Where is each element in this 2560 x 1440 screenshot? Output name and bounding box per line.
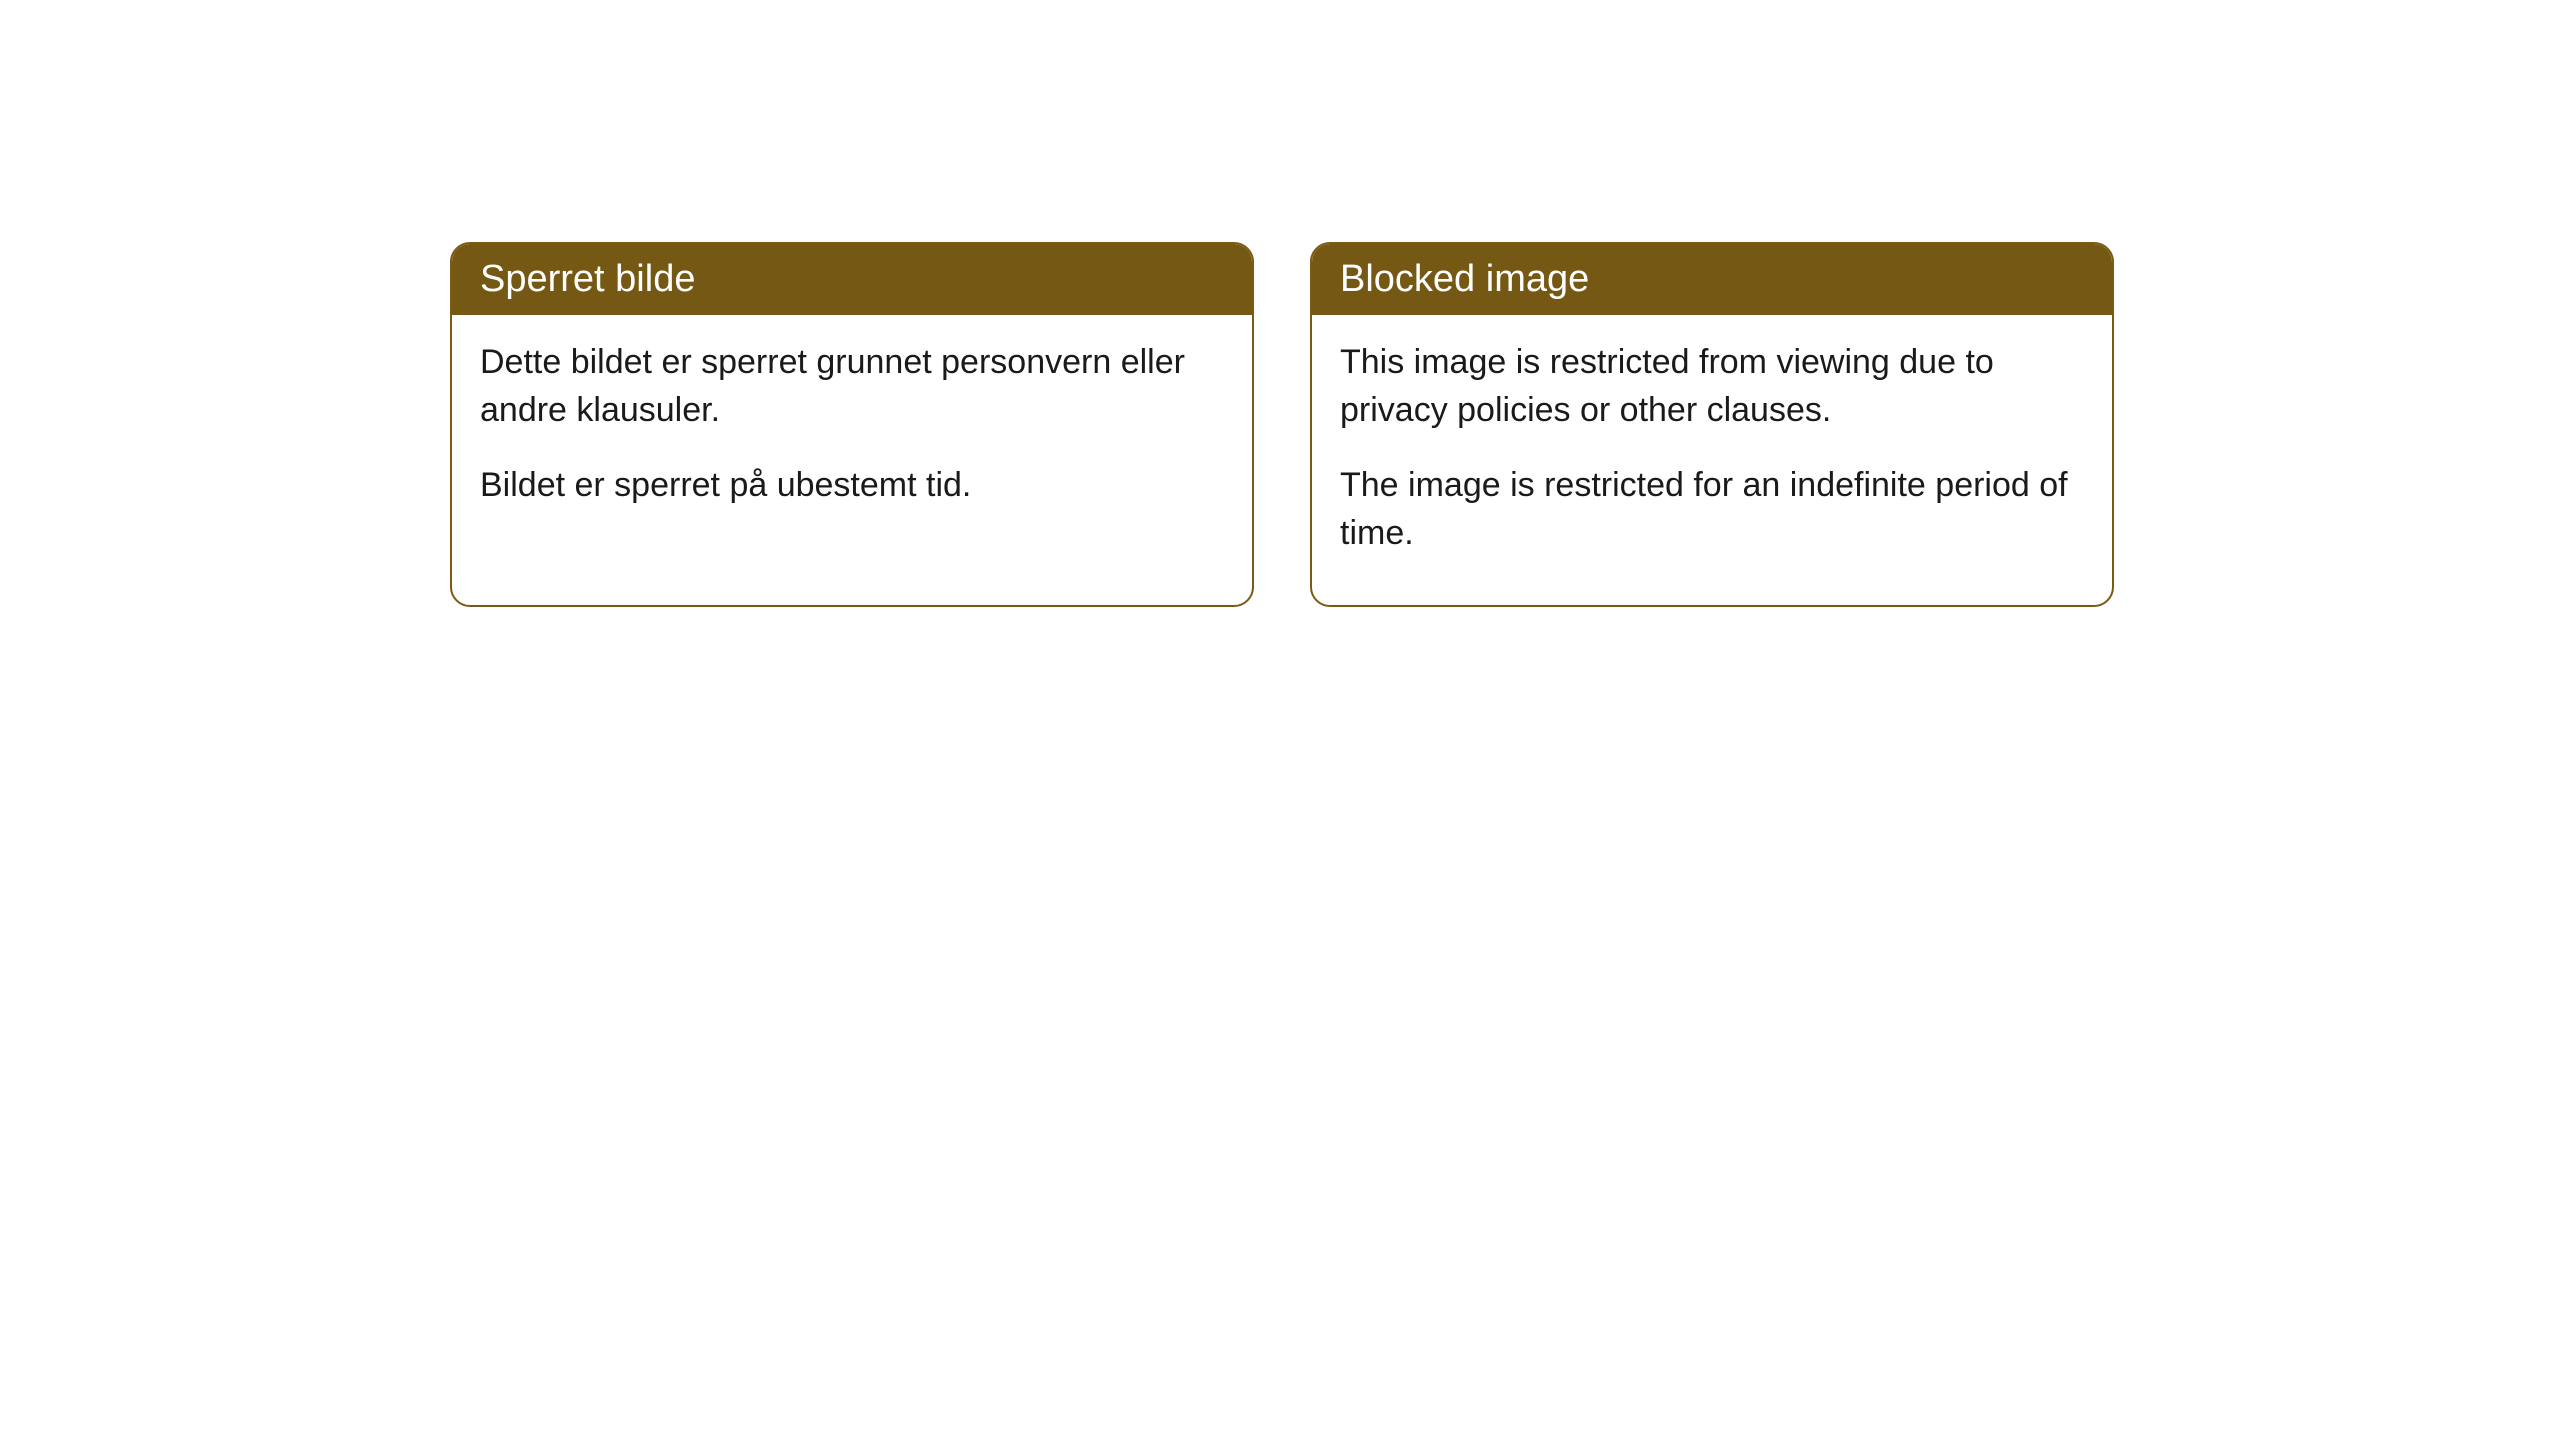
card-header: Sperret bilde	[452, 244, 1252, 315]
card-paragraph: Dette bildet er sperret grunnet personve…	[480, 339, 1224, 434]
card-header: Blocked image	[1312, 244, 2112, 315]
blocked-image-card-english: Blocked image This image is restricted f…	[1310, 242, 2114, 607]
card-body: Dette bildet er sperret grunnet personve…	[452, 315, 1252, 558]
blocked-image-card-norwegian: Sperret bilde Dette bildet er sperret gr…	[450, 242, 1254, 607]
card-paragraph: This image is restricted from viewing du…	[1340, 339, 2084, 434]
card-title: Blocked image	[1340, 258, 1589, 300]
card-paragraph: Bildet er sperret på ubestemt tid.	[480, 462, 1224, 510]
cards-container: Sperret bilde Dette bildet er sperret gr…	[0, 0, 2560, 607]
card-title: Sperret bilde	[480, 258, 695, 300]
card-body: This image is restricted from viewing du…	[1312, 315, 2112, 605]
card-paragraph: The image is restricted for an indefinit…	[1340, 462, 2084, 557]
